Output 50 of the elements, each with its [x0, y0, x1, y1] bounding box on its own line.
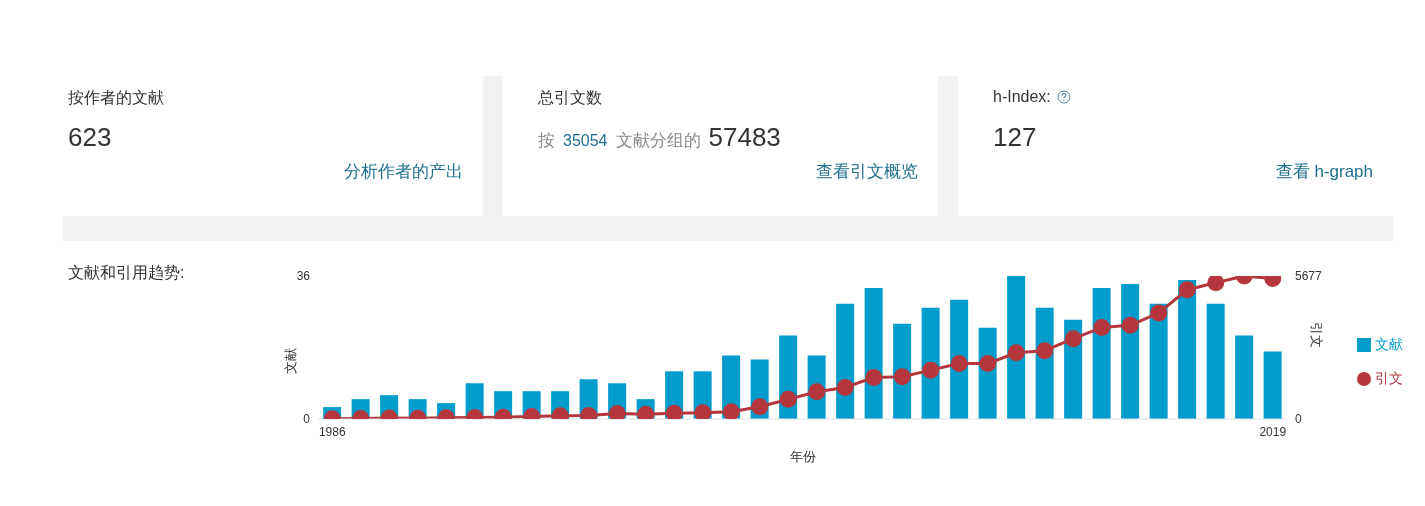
text: 按	[538, 130, 555, 152]
point	[665, 404, 683, 419]
point	[979, 355, 997, 373]
point	[893, 368, 911, 386]
text: 分析作者的产出	[344, 161, 463, 183]
legend-label: 文献	[1375, 336, 1403, 352]
y2-tick-label: 0	[1295, 412, 1302, 427]
point	[922, 361, 940, 379]
text: 总引文数	[538, 88, 602, 108]
bar	[1206, 303, 1225, 419]
text: 文献和引用趋势:	[68, 263, 185, 283]
text: 按作者的文献	[68, 88, 164, 108]
point	[1064, 330, 1082, 348]
text: 查看 h-graph	[1275, 161, 1373, 183]
bar	[1178, 279, 1197, 419]
point	[779, 390, 797, 408]
y-tick-label: 36	[296, 269, 311, 284]
text: 623	[68, 122, 112, 153]
bar	[1092, 287, 1111, 419]
point	[608, 404, 626, 419]
legend-label: 引文	[1375, 370, 1403, 386]
x-axis-title: 年份	[789, 449, 816, 464]
bar	[1007, 276, 1026, 419]
text: 57483	[708, 122, 781, 153]
point	[1150, 304, 1168, 322]
point	[1093, 319, 1111, 337]
y2-tick-label: 5677	[1295, 269, 1323, 284]
y2-axis-title: 引文	[1309, 321, 1325, 348]
text: 文献分组的	[615, 130, 701, 152]
text: 127	[993, 122, 1037, 153]
bar	[1121, 283, 1140, 419]
text: 35054	[563, 132, 608, 150]
point	[1121, 316, 1139, 334]
y-axis-title: 文献	[282, 347, 298, 374]
point	[1036, 342, 1054, 360]
point	[722, 403, 740, 419]
text: h-Index:	[993, 88, 1051, 106]
x-tick-label: 1986	[318, 424, 346, 439]
point	[865, 368, 883, 386]
bar	[864, 287, 883, 419]
bar	[1235, 335, 1254, 419]
x-tick-label: 2019	[1259, 424, 1287, 439]
point	[1207, 276, 1225, 292]
bar	[1263, 351, 1282, 419]
point	[637, 405, 655, 419]
text: 查看引文概览	[816, 161, 918, 183]
point	[950, 355, 968, 373]
point	[1007, 344, 1025, 362]
point	[694, 404, 712, 419]
point	[836, 379, 854, 397]
